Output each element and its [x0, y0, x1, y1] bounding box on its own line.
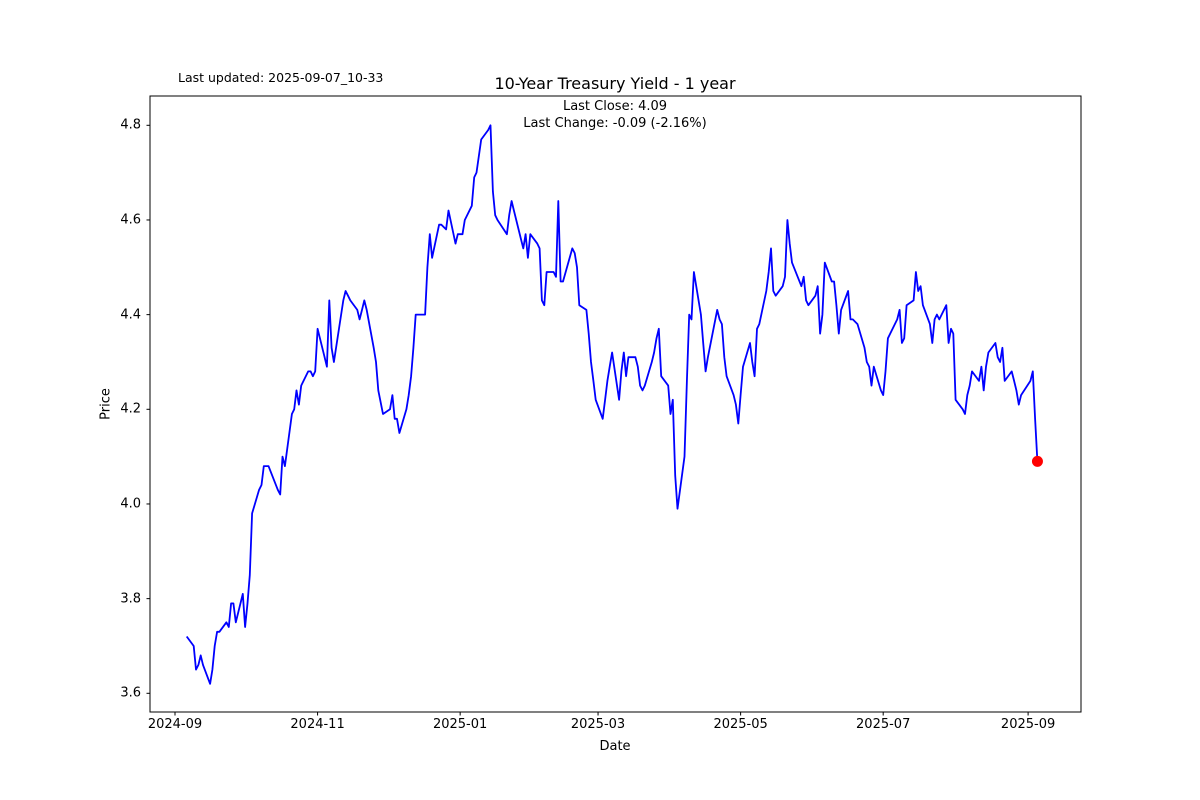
x-tick-label: 2025-01: [432, 717, 488, 732]
x-tick-label: 2024-09: [147, 717, 203, 732]
last-price-marker: [1031, 455, 1043, 467]
x-tick-label: 2025-07: [856, 717, 911, 732]
plot-frame: [149, 95, 1082, 713]
y-tick-label: 3.8: [120, 591, 141, 607]
y-tick-label: 4.8: [120, 117, 141, 133]
last-updated-label: Last updated: 2025-09-07_10-33: [178, 70, 384, 85]
x-tick-label: 2025-05: [713, 717, 768, 732]
x-tick-label: 2024-11: [290, 717, 345, 732]
y-tick-label: 4.2: [120, 401, 141, 417]
y-tick-label: 4.0: [120, 496, 141, 512]
last-close-annotation: Last Close: 4.09: [562, 99, 668, 114]
price-line: [185, 124, 1039, 685]
y-tick-label: 4.6: [120, 212, 141, 228]
x-tick-label: 2025-03: [570, 717, 626, 732]
x-axis-label: Date: [599, 739, 631, 754]
y-tick-label: 4.4: [120, 307, 141, 323]
last-change-annotation: Last Change: -0.09 (-2.16%): [523, 116, 707, 131]
y-tick-label: 3.6: [120, 685, 141, 701]
chart-title: 10-Year Treasury Yield - 1 year: [494, 74, 736, 93]
x-tick-label: 2025-09: [1000, 717, 1056, 732]
